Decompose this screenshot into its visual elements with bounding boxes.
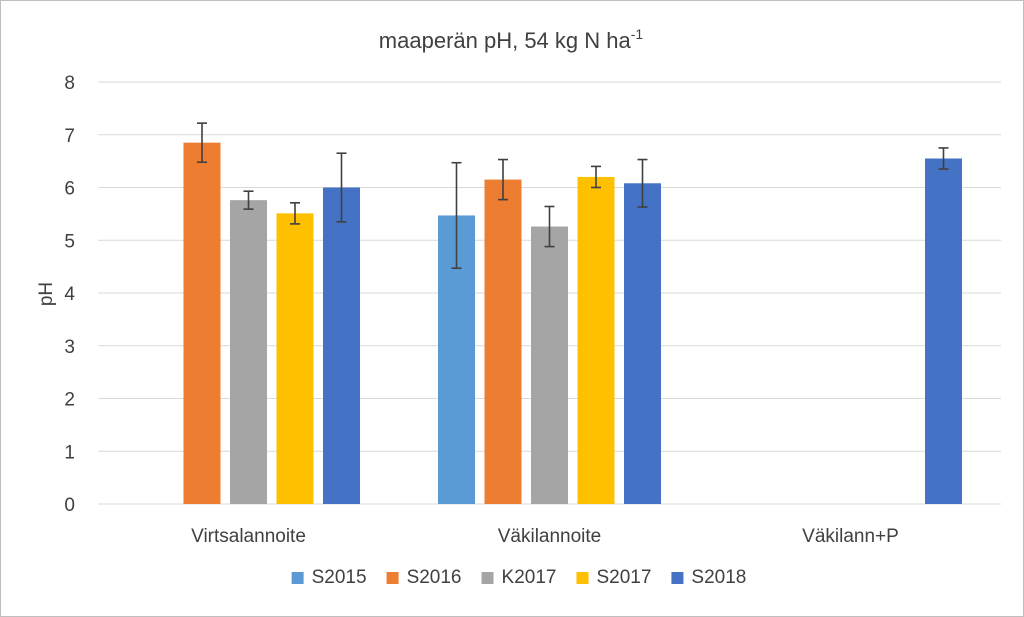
legend-swatch — [576, 572, 589, 584]
y-axis-title: pH — [36, 282, 57, 306]
legend-label: S2016 — [407, 567, 462, 588]
y-tick-label: 8 — [64, 73, 75, 94]
x-category-label: Virtsalannoite — [191, 526, 306, 547]
legend-swatch — [386, 572, 399, 584]
bar — [531, 226, 568, 504]
bar — [183, 142, 221, 504]
legend-label: K2017 — [502, 567, 557, 588]
chart-title: maaperän pH, 54 kg N ha-1 — [379, 26, 644, 53]
y-tick-label: 7 — [64, 126, 75, 147]
legend-label: S2015 — [312, 567, 367, 588]
legend: S2015 S2016 K2017 S2017 S2018 — [291, 567, 746, 588]
y-tick-label: 1 — [64, 442, 75, 463]
legend-swatch — [671, 572, 684, 584]
y-tick-label: 3 — [64, 337, 75, 358]
y-tick-label: 4 — [64, 284, 75, 305]
legend-label: S2018 — [691, 567, 746, 588]
y-tick-label: 2 — [64, 390, 75, 411]
y-tick-label: 6 — [64, 179, 75, 200]
bar — [925, 158, 962, 505]
bar — [624, 183, 661, 504]
y-tick-label: 5 — [64, 231, 75, 252]
chart-title-superscript: -1 — [631, 26, 644, 42]
bar — [577, 176, 615, 504]
y-tick-label: 0 — [64, 495, 75, 516]
x-category-label: Väkilann+P — [802, 526, 899, 547]
legend-label: S2017 — [596, 567, 651, 588]
x-category-label: Väkilannoite — [498, 526, 602, 547]
y-tick-labels: 0 1 2 3 4 5 6 7 8 — [64, 73, 75, 516]
bar — [276, 213, 314, 504]
bar — [230, 200, 267, 504]
legend-swatch — [481, 572, 494, 584]
chart-title-main: maaperän pH, 54 kg N ha — [379, 28, 632, 53]
bar — [484, 179, 522, 504]
x-category-labels: Virtsalannoite Väkilannoite Väkilann+P — [191, 526, 899, 547]
bars — [183, 142, 962, 505]
error-bars — [197, 122, 949, 270]
bar — [323, 187, 360, 504]
legend-swatch — [291, 572, 304, 584]
